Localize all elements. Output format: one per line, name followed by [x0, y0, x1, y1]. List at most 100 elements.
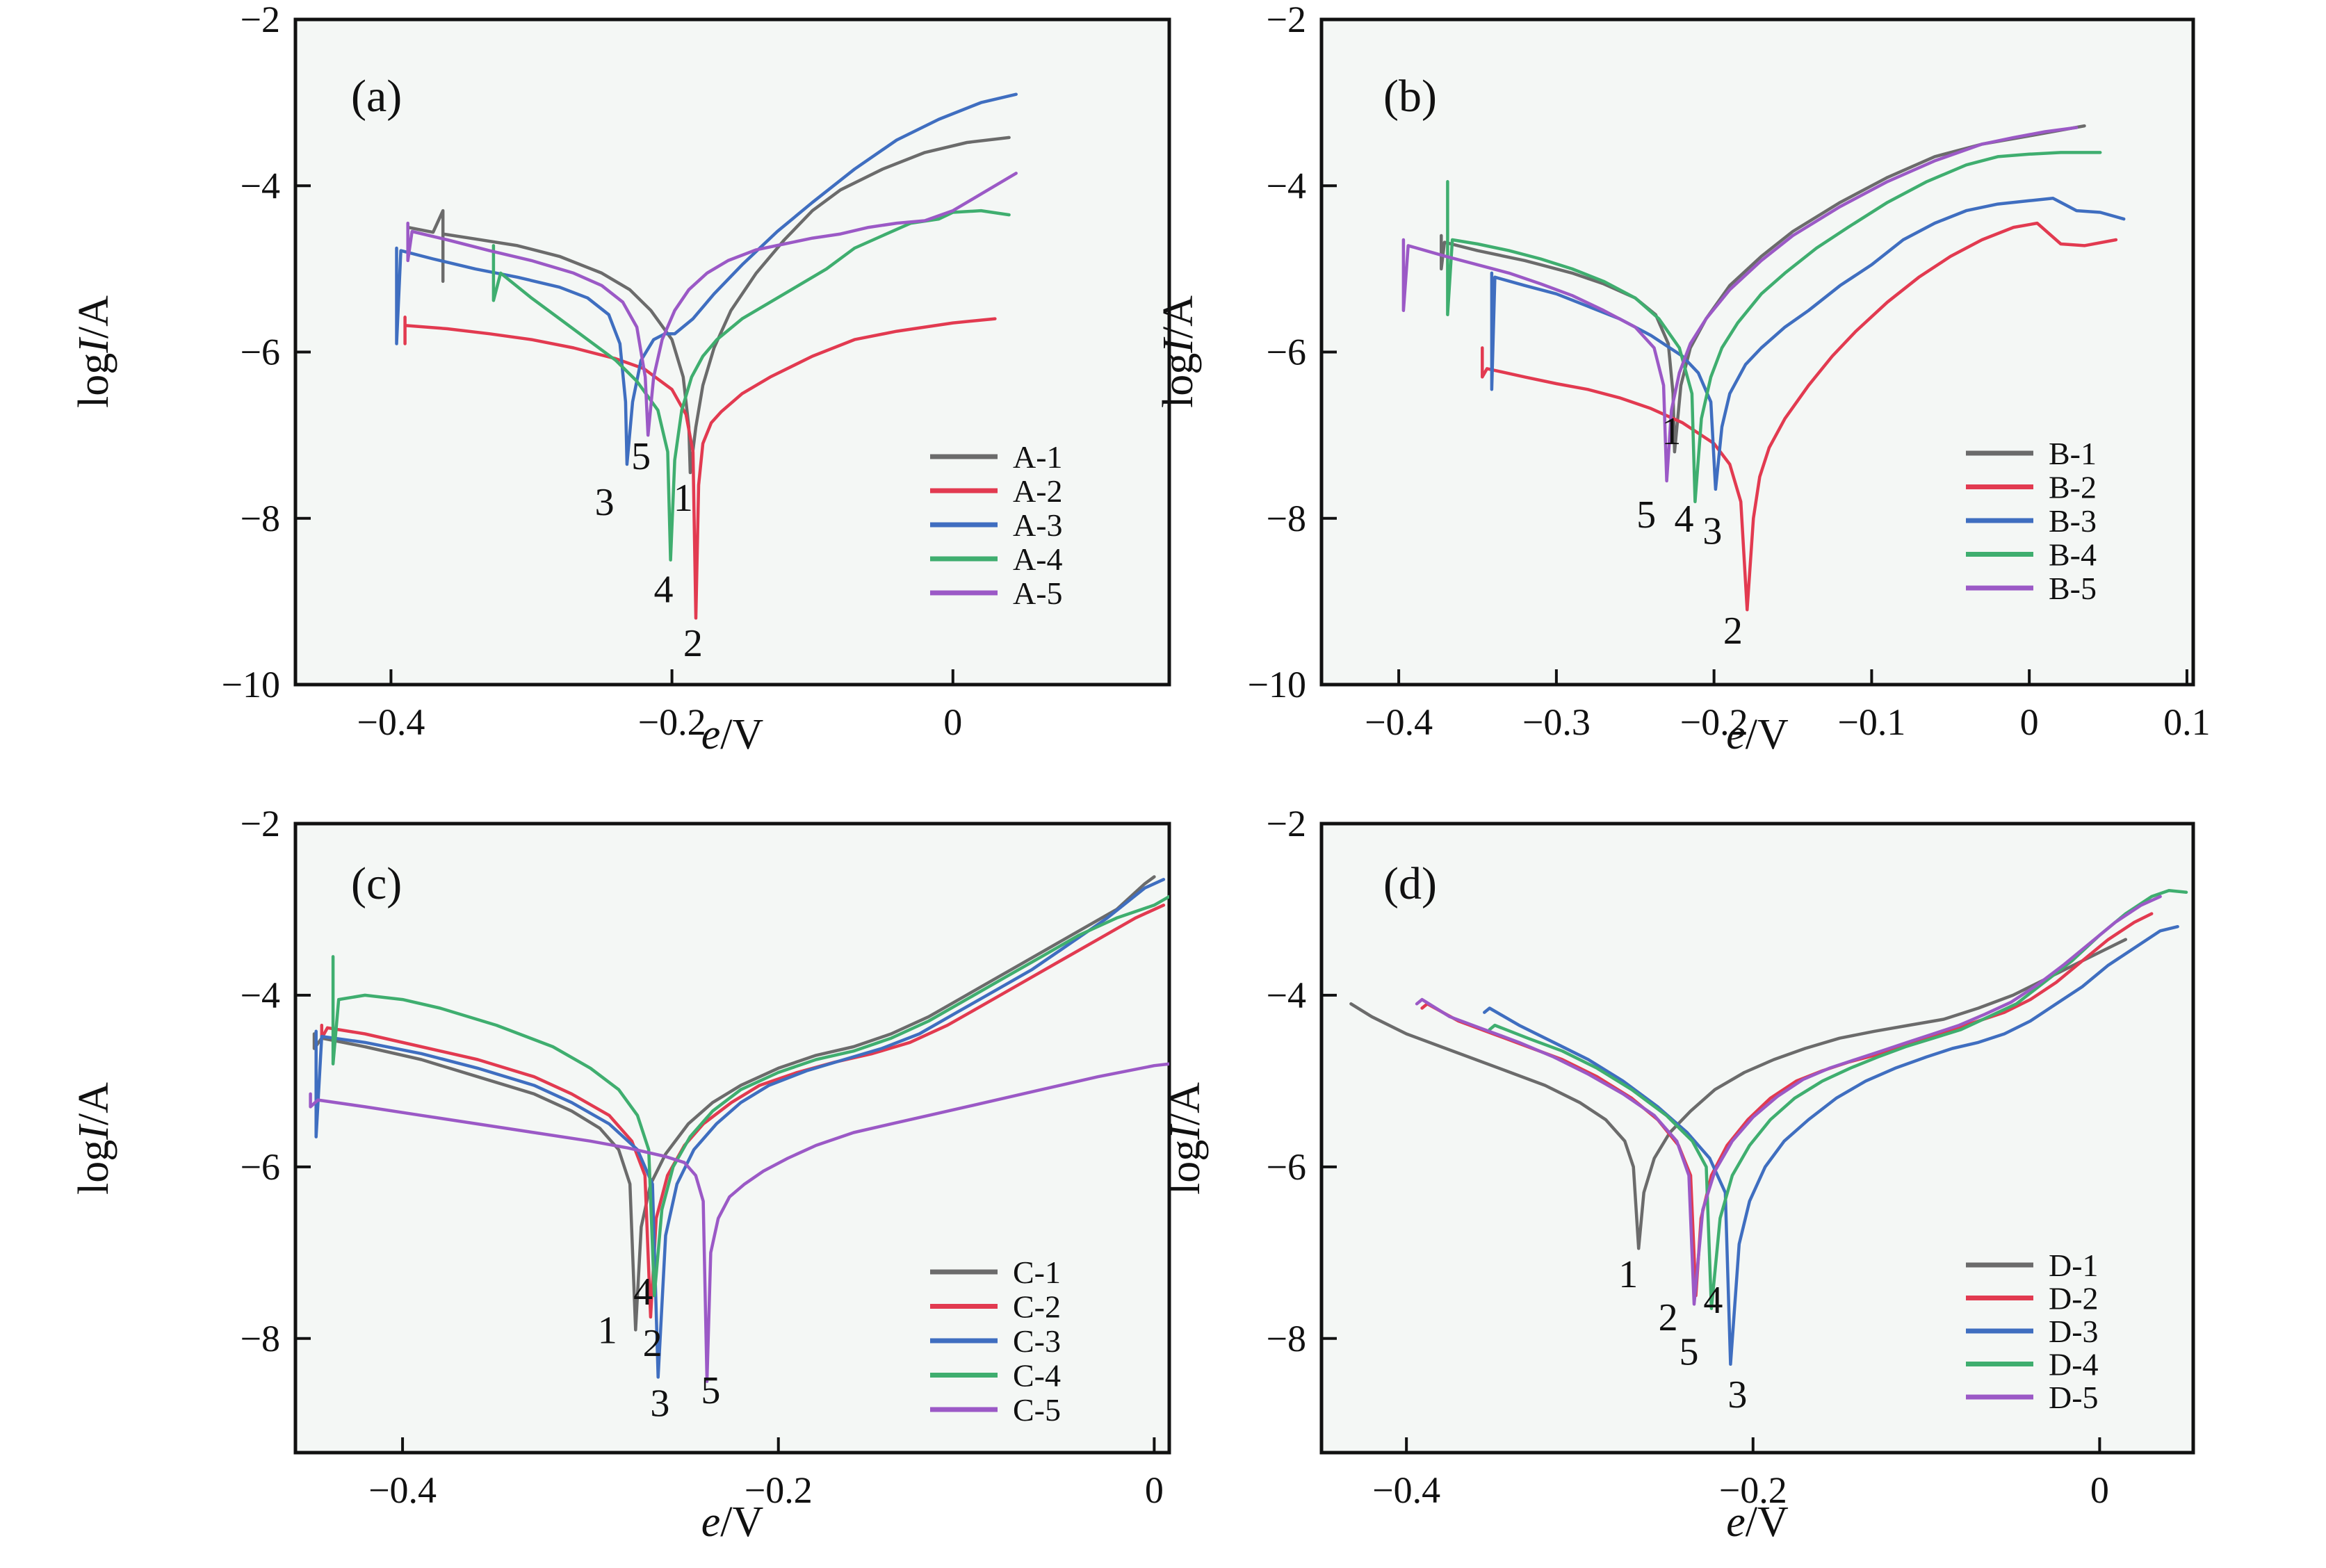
legend-label-B-5: B-5 — [2049, 571, 2097, 606]
x-axis-title: e/V — [701, 1498, 764, 1546]
y-tick-label: −6 — [1267, 1146, 1306, 1188]
panel-c-plot-area — [295, 824, 1169, 1453]
y-tick-label: −6 — [241, 332, 280, 373]
x-tick-label: 0 — [1145, 1469, 1164, 1511]
legend-label-D-2: D-2 — [2049, 1281, 2099, 1316]
annotation-a-5: 5 — [631, 435, 651, 478]
curve-B-2 — [1481, 221, 2118, 612]
curve-C-1 — [312, 875, 1156, 1332]
legend-label-B-1: B-1 — [2049, 436, 2097, 471]
annotation-d-2: 2 — [1659, 1296, 1678, 1339]
curve-D-1 — [1349, 938, 2128, 1250]
y-tick-label: −10 — [222, 664, 280, 705]
legend-label-D-5: D-5 — [2049, 1380, 2099, 1415]
curve-B-5 — [1401, 126, 2079, 483]
annotation-b-2: 2 — [1723, 610, 1743, 653]
annotation-a-2: 2 — [683, 622, 703, 665]
y-tick-label: −6 — [1267, 332, 1306, 373]
x-tick-label: −0.1 — [1837, 701, 1905, 743]
curve-C-4 — [331, 895, 1169, 1298]
y-axis-title: logI/A — [1155, 295, 1202, 408]
x-tick-label: −0.4 — [1365, 701, 1433, 743]
y-tick-label: −4 — [1267, 165, 1306, 206]
panel-b: −0.4 −0.3 −0.2 −0.1 0 0.1 −2 −4 −6 −8 −10 e/V logI/A… — [1155, 0, 2211, 758]
annotation-c-1: 1 — [598, 1309, 617, 1352]
x-tick-label: −0.2 — [638, 701, 706, 743]
y-tick-label: −8 — [1267, 1318, 1306, 1359]
legend-label-A-4: A-4 — [1013, 541, 1063, 577]
y-tick-label: −8 — [241, 498, 280, 539]
x-axis-title: e/V — [1726, 1498, 1789, 1546]
x-tick-label: −0.2 — [745, 1469, 813, 1511]
legend-label-C-2: C-2 — [1013, 1289, 1061, 1325]
y-tick-label: −8 — [241, 1318, 280, 1359]
x-tick-label: −0.4 — [1372, 1469, 1440, 1511]
legend-label-D-1: D-1 — [2049, 1248, 2099, 1283]
panel-a-letter: (a) — [351, 71, 402, 122]
annotation-a-4: 4 — [653, 568, 673, 611]
curve-C-5 — [309, 1062, 1169, 1383]
y-tick-label: −2 — [241, 803, 280, 844]
curve-A-5 — [406, 172, 1018, 437]
curve-B-4 — [1446, 151, 2102, 504]
annotation-d-3: 3 — [1727, 1373, 1747, 1416]
legend-label-A-5: A-5 — [1013, 575, 1063, 611]
annotation-b-1: 1 — [1661, 410, 1681, 453]
legend-label-A-1: A-1 — [1013, 439, 1063, 475]
y-tick-label: −2 — [1267, 0, 1306, 40]
panel-d-axis-frame — [1319, 822, 2195, 1455]
panel-c-letter: (c) — [351, 858, 402, 909]
panel-a-plot-area — [295, 19, 1169, 685]
y-axis-title: logI/A — [70, 1082, 117, 1195]
x-tick-label: −0.2 — [1680, 701, 1748, 743]
legend-label-C-3: C-3 — [1013, 1323, 1061, 1359]
x-tick-label: 0 — [2020, 701, 2039, 743]
x-axis-title: e/V — [1726, 711, 1789, 758]
y-tick-label: −6 — [241, 1146, 280, 1188]
annotation-d-4: 4 — [1703, 1279, 1723, 1322]
legend-label-C-1: C-1 — [1013, 1255, 1061, 1290]
annotation-d-1: 1 — [1618, 1253, 1638, 1296]
annotation-d-5: 5 — [1680, 1330, 1699, 1373]
legend-label-C-5: C-5 — [1013, 1392, 1061, 1428]
panel-d-letter: (d) — [1383, 858, 1437, 909]
x-tick-label: 0 — [2090, 1469, 2109, 1511]
y-axis-title: logI/A — [70, 295, 117, 408]
legend-label-B-3: B-3 — [2049, 503, 2097, 539]
panel-a: −0.4 −0.2 0 −2 −4 −6 −8 −10 e/V logI/A (a) 351 42 A-1… — [70, 0, 1171, 758]
annotation-c-5: 5 — [701, 1369, 720, 1412]
x-tick-label: −0.3 — [1522, 701, 1591, 743]
annotation-c-3: 3 — [650, 1382, 669, 1425]
panel-b-series-group — [1401, 124, 2126, 612]
panel-d-series-group — [1349, 889, 2188, 1366]
y-axis-title: logI/A — [1162, 1082, 1209, 1195]
curve-B-1 — [1440, 124, 2086, 454]
curve-D-4 — [1488, 889, 2188, 1310]
legend-label-B-2: B-2 — [2049, 470, 2097, 505]
panel-b-letter: (b) — [1383, 71, 1437, 122]
annotation-a-3: 3 — [595, 481, 615, 524]
annotation-b-4: 4 — [1675, 498, 1694, 541]
legend-label-A-3: A-3 — [1013, 507, 1063, 543]
panel-c-axis-frame — [293, 822, 1171, 1455]
y-tick-label: −4 — [1267, 974, 1306, 1016]
curve-A-2 — [403, 316, 997, 620]
curve-A-4 — [491, 209, 1011, 562]
y-tick-label: −4 — [241, 974, 280, 1016]
legend-label-D-3: D-3 — [2049, 1314, 2099, 1349]
x-tick-label: 0 — [943, 701, 962, 743]
y-tick-label: −2 — [241, 0, 280, 40]
panel-c: −0.4 −0.2 0 −2 −4 −6 −8 e/V logI/A (c) 14 2 3 5 C-1C-2… — [70, 803, 1171, 1546]
x-tick-label: −0.2 — [1719, 1469, 1787, 1511]
y-tick-label: −2 — [1267, 803, 1306, 844]
x-tick-label: −0.4 — [368, 1469, 437, 1511]
x-axis-title: e/V — [701, 711, 764, 758]
y-tick-label: −8 — [1267, 498, 1306, 539]
y-tick-label: −10 — [1248, 664, 1306, 705]
legend-label-A-2: A-2 — [1013, 473, 1063, 509]
panel-c-series-group — [309, 875, 1169, 1383]
curve-D-5 — [1415, 895, 2162, 1306]
legend-label-D-4: D-4 — [2049, 1347, 2099, 1382]
